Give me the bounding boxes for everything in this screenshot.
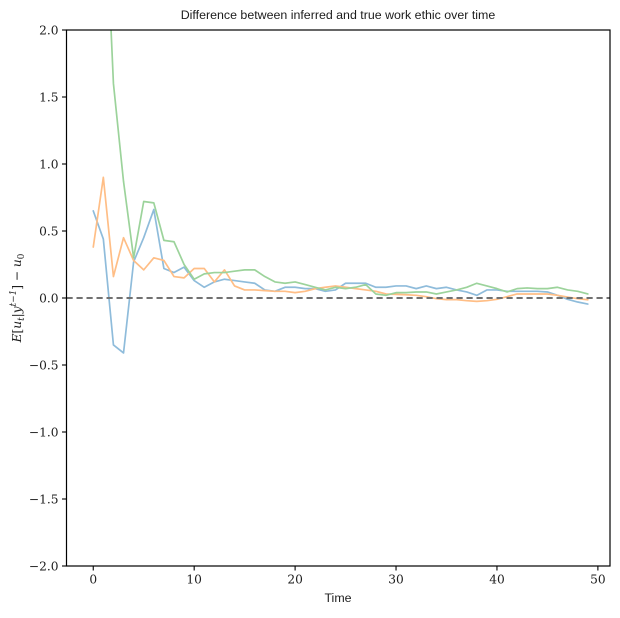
y-tick-label: 1.0 — [39, 157, 58, 171]
y-tick-label: 0.0 — [39, 291, 58, 305]
y-axis-ticks: 2.0 1.5 1.0 0.5 0.0 −0.5 −1.0 −1.5 −2.0 — [29, 23, 67, 573]
x-tick-label: 50 — [590, 573, 606, 587]
y-axis-label-segment: 0 — [17, 253, 27, 260]
y-axis-label-segment: t — [17, 317, 27, 321]
y-axis-label-segment: | — [10, 313, 24, 318]
y-tick-label: 2.0 — [39, 23, 58, 37]
y-tick-label: −1.0 — [29, 425, 59, 439]
y-axis-label-segment: − — [10, 267, 24, 286]
y-axis-label-segment: ] — [10, 285, 24, 290]
y-axis-label: E[ut|yt−1] − u0 — [9, 254, 27, 343]
x-tick-label: 20 — [287, 573, 303, 587]
x-tick-label: 30 — [388, 573, 404, 587]
y-tick-label: 0.5 — [39, 224, 58, 238]
x-axis-ticks: 0 10 20 30 40 50 — [89, 566, 606, 587]
y-tick-label: −2.0 — [29, 559, 59, 573]
y-tick-label: 1.5 — [39, 90, 58, 104]
y-tick-label: −1.5 — [29, 492, 59, 506]
x-axis-label: Time — [324, 591, 351, 605]
x-tick-label: 10 — [186, 573, 202, 587]
chart-title: Difference between inferred and true wor… — [181, 8, 496, 22]
series-line-run-orange — [92, 176, 589, 303]
x-tick-label: 40 — [489, 573, 505, 587]
x-tick-label: 0 — [89, 573, 97, 587]
y-tick-label: −0.5 — [29, 358, 59, 372]
y-axis-label-segment: u — [10, 320, 24, 329]
y-axis-label-segment: E — [10, 333, 24, 343]
series-line-run-green — [110, 30, 589, 297]
y-axis-label-segment: t−1 — [9, 289, 19, 307]
series-line-run-blue — [92, 208, 589, 354]
y-axis-label-segment: u — [10, 259, 24, 268]
series-lines — [92, 30, 589, 354]
y-axis-label-segment: y — [10, 306, 24, 314]
y-axis-label-segment: [ — [10, 328, 24, 334]
